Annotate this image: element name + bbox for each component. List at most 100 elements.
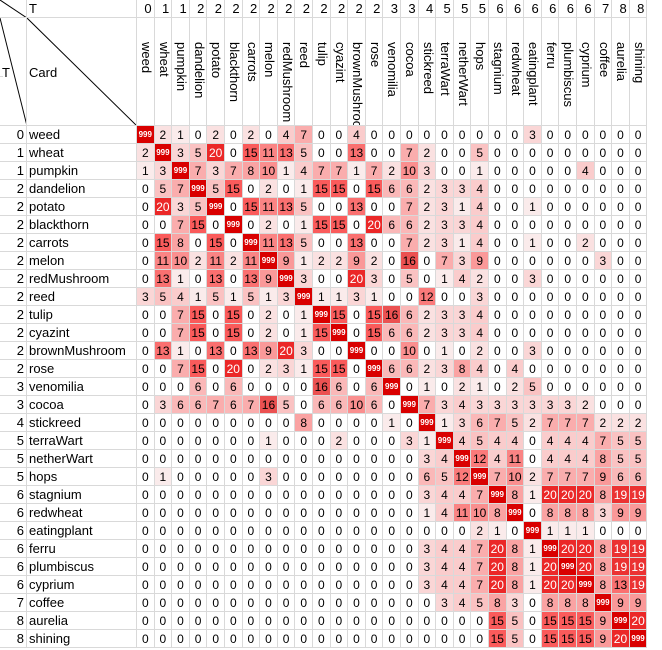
matrix-cell[interactable]: 15 bbox=[225, 306, 243, 324]
matrix-cell[interactable]: 5 bbox=[154, 288, 173, 306]
matrix-cell[interactable]: 3 bbox=[401, 432, 419, 450]
matrix-cell[interactable]: 0 bbox=[594, 396, 613, 414]
matrix-cell[interactable]: 0 bbox=[348, 216, 366, 234]
matrix-cell[interactable]: 19 bbox=[629, 576, 648, 594]
matrix-cell[interactable]: 0 bbox=[277, 594, 296, 612]
matrix-cell[interactable]: 0 bbox=[137, 594, 155, 612]
row-card-name[interactable]: weed bbox=[27, 126, 137, 144]
row-card-name[interactable]: venomilia bbox=[27, 378, 137, 396]
matrix-cell[interactable]: 1 bbox=[365, 288, 384, 306]
matrix-cell[interactable]: 0 bbox=[383, 342, 401, 360]
matrix-cell[interactable]: 1 bbox=[471, 378, 489, 396]
matrix-cell[interactable]: 0 bbox=[348, 558, 366, 576]
matrix-cell[interactable]: 1 bbox=[348, 162, 366, 180]
matrix-cell[interactable]: 0 bbox=[242, 324, 261, 342]
matrix-cell[interactable]: 0 bbox=[242, 306, 261, 324]
matrix-cell[interactable]: 20 bbox=[577, 558, 595, 576]
matrix-cell[interactable]: 3 bbox=[418, 450, 437, 468]
matrix-cell[interactable]: 0 bbox=[612, 234, 630, 252]
matrix-cell[interactable]: 0 bbox=[524, 180, 542, 198]
matrix-cell[interactable]: 15 bbox=[330, 216, 349, 234]
matrix-cell[interactable]: 8 bbox=[577, 594, 595, 612]
matrix-cell[interactable]: 0 bbox=[383, 450, 401, 468]
matrix-cell[interactable]: 0 bbox=[172, 558, 190, 576]
matrix-cell[interactable]: 0 bbox=[383, 252, 401, 270]
matrix-cell[interactable]: 0 bbox=[629, 216, 648, 234]
matrix-cell[interactable]: 15 bbox=[225, 324, 243, 342]
matrix-cell[interactable]: 3 bbox=[365, 270, 384, 288]
row-card-name[interactable]: stickreed bbox=[27, 414, 137, 432]
matrix-cell[interactable]: 3 bbox=[541, 396, 560, 414]
matrix-cell[interactable]: 999 bbox=[436, 432, 454, 450]
matrix-cell[interactable]: 0 bbox=[348, 576, 366, 594]
matrix-cell[interactable]: 7 bbox=[577, 414, 595, 432]
matrix-cell[interactable]: 0 bbox=[330, 540, 349, 558]
matrix-cell[interactable]: 0 bbox=[383, 144, 401, 162]
matrix-cell[interactable]: 0 bbox=[541, 180, 560, 198]
matrix-cell[interactable]: 0 bbox=[137, 216, 155, 234]
matrix-cell[interactable]: 3 bbox=[524, 396, 542, 414]
matrix-cell[interactable]: 6 bbox=[629, 468, 648, 486]
matrix-cell[interactable]: 0 bbox=[401, 540, 419, 558]
matrix-cell[interactable]: 0 bbox=[383, 594, 401, 612]
matrix-cell[interactable]: 8 bbox=[506, 486, 525, 504]
matrix-cell[interactable]: 0 bbox=[225, 540, 243, 558]
matrix-cell[interactable]: 0 bbox=[260, 522, 278, 540]
matrix-cell[interactable]: 3 bbox=[594, 504, 613, 522]
matrix-cell[interactable]: 0 bbox=[295, 558, 313, 576]
matrix-cell[interactable]: 4 bbox=[489, 432, 507, 450]
row-card-name[interactable]: pumpkin bbox=[27, 162, 137, 180]
matrix-cell[interactable]: 0 bbox=[577, 198, 595, 216]
matrix-cell[interactable]: 3 bbox=[524, 342, 542, 360]
matrix-cell[interactable]: 0 bbox=[330, 504, 349, 522]
matrix-cell[interactable]: 0 bbox=[524, 630, 542, 648]
matrix-cell[interactable]: 0 bbox=[489, 144, 507, 162]
matrix-cell[interactable]: 0 bbox=[242, 378, 261, 396]
matrix-cell[interactable]: 15 bbox=[207, 234, 225, 252]
matrix-cell[interactable]: 0 bbox=[137, 504, 155, 522]
matrix-cell[interactable]: 0 bbox=[559, 234, 577, 252]
matrix-cell[interactable]: 15 bbox=[541, 630, 560, 648]
matrix-cell[interactable]: 999 bbox=[506, 504, 525, 522]
matrix-cell[interactable]: 0 bbox=[313, 630, 331, 648]
matrix-cell[interactable]: 4 bbox=[577, 162, 595, 180]
matrix-cell[interactable]: 0 bbox=[225, 432, 243, 450]
matrix-cell[interactable]: 2 bbox=[260, 180, 278, 198]
matrix-cell[interactable]: 2 bbox=[260, 216, 278, 234]
matrix-cell[interactable]: 0 bbox=[225, 504, 243, 522]
matrix-cell[interactable]: 13 bbox=[207, 342, 225, 360]
matrix-cell[interactable]: 2 bbox=[260, 324, 278, 342]
matrix-cell[interactable]: 0 bbox=[489, 216, 507, 234]
matrix-cell[interactable]: 0 bbox=[541, 378, 560, 396]
matrix-cell[interactable]: 7 bbox=[541, 414, 560, 432]
matrix-cell[interactable]: 3 bbox=[277, 288, 296, 306]
matrix-cell[interactable]: 0 bbox=[436, 126, 454, 144]
matrix-cell[interactable]: 0 bbox=[594, 360, 613, 378]
matrix-cell[interactable]: 0 bbox=[612, 378, 630, 396]
matrix-cell[interactable]: 0 bbox=[559, 144, 577, 162]
row-card-name[interactable]: redMushroom bbox=[27, 270, 137, 288]
matrix-cell[interactable]: 0 bbox=[295, 630, 313, 648]
matrix-cell[interactable]: 5 bbox=[295, 234, 313, 252]
matrix-cell[interactable]: 0 bbox=[453, 630, 472, 648]
matrix-cell[interactable]: 1 bbox=[225, 288, 243, 306]
matrix-cell[interactable]: 3 bbox=[489, 396, 507, 414]
matrix-cell[interactable]: 2 bbox=[330, 252, 349, 270]
matrix-cell[interactable]: 0 bbox=[137, 450, 155, 468]
matrix-cell[interactable]: 0 bbox=[207, 414, 225, 432]
matrix-cell[interactable]: 13 bbox=[277, 144, 296, 162]
matrix-cell[interactable]: 0 bbox=[242, 558, 261, 576]
matrix-cell[interactable]: 0 bbox=[418, 126, 437, 144]
matrix-cell[interactable]: 0 bbox=[612, 360, 630, 378]
matrix-cell[interactable]: 2 bbox=[225, 252, 243, 270]
matrix-cell[interactable]: 0 bbox=[348, 450, 366, 468]
matrix-cell[interactable]: 6 bbox=[330, 378, 349, 396]
matrix-cell[interactable]: 0 bbox=[260, 630, 278, 648]
matrix-cell[interactable]: 0 bbox=[348, 180, 366, 198]
matrix-cell[interactable]: 0 bbox=[207, 522, 225, 540]
matrix-cell[interactable]: 7 bbox=[559, 414, 577, 432]
matrix-cell[interactable]: 2 bbox=[137, 144, 155, 162]
matrix-cell[interactable]: 3 bbox=[436, 180, 454, 198]
matrix-cell[interactable]: 0 bbox=[594, 234, 613, 252]
matrix-cell[interactable]: 0 bbox=[277, 378, 296, 396]
